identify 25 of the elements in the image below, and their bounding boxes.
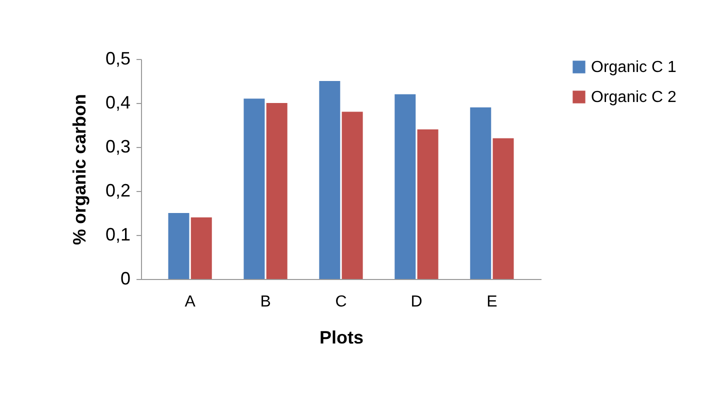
y-tick-label: 0,3 [105,136,130,156]
y-axis-title: % organic carbon [69,94,90,246]
x-tick-label: B [260,294,271,310]
bar [190,217,212,279]
y-tick-label: 0,1 [105,224,130,244]
x-tick-label: D [410,294,422,310]
legend-label: Organic C 2 [591,89,676,106]
bar [244,98,265,279]
bar [417,129,438,279]
bar [470,107,492,279]
y-tick-label: 0,5 [105,48,130,68]
bar [319,81,340,279]
x-tick-label: A [184,294,196,310]
bar [342,112,363,279]
legend-label: Organic C 1 [591,59,676,76]
bar [492,138,514,279]
x-axis-title: Plots [319,328,364,348]
bar [168,213,190,279]
y-tick-label: 0 [120,268,130,288]
y-tick-label: 0,4 [105,92,130,112]
x-tick-label: E [486,294,498,310]
bar [266,103,288,279]
y-tick-label: 0,2 [105,180,130,200]
x-tick-label: C [335,294,347,310]
bar [394,94,416,279]
